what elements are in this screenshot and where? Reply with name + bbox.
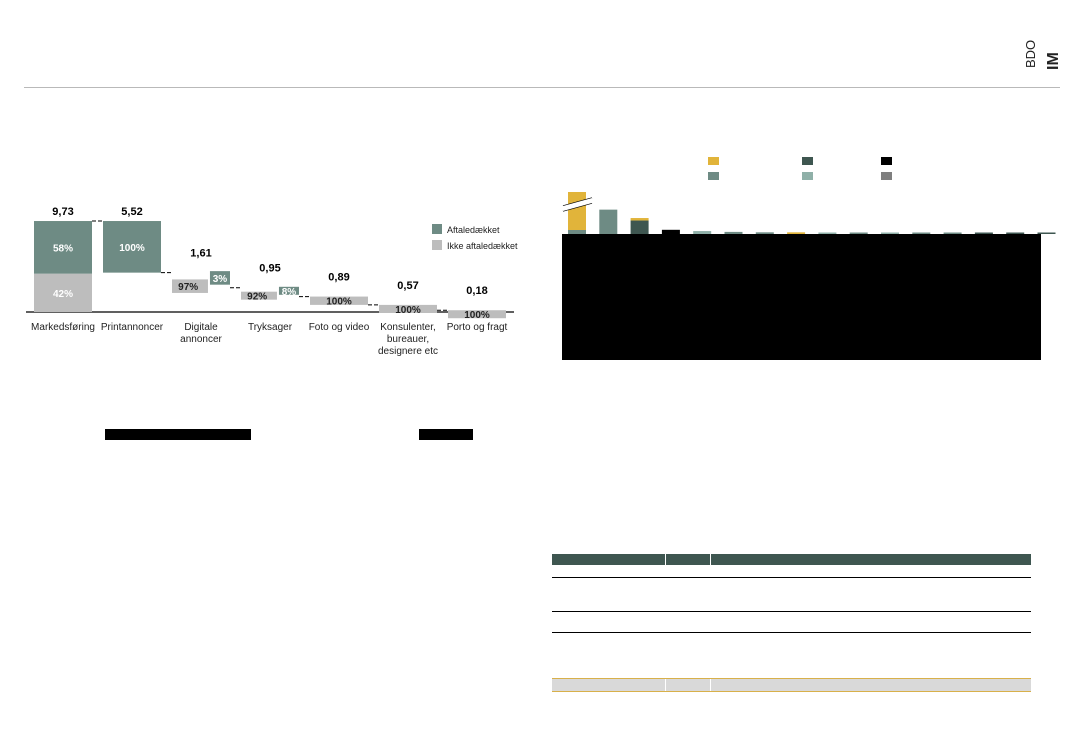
logo-bdo: BDO (1023, 40, 1038, 68)
legend-swatch (881, 172, 892, 180)
bar-value-label: 5,52 (121, 206, 142, 218)
bar-covered-pct-label: 3% (213, 274, 228, 285)
plot-area-redacted (562, 234, 1041, 360)
bar-segment (568, 230, 586, 234)
table-total-cell (552, 679, 666, 691)
legend-label-not-covered: Ikke aftaledækket (447, 241, 518, 251)
bar-value-label: 1,61 (190, 248, 211, 260)
bar-value-label: 0,89 (328, 272, 349, 284)
table-header-cell (666, 554, 711, 565)
bar-not-covered (34, 273, 92, 312)
bar-value-label: 9,73 (52, 206, 73, 218)
table-header-cell (552, 554, 666, 565)
legend-swatch (708, 172, 719, 180)
category-label: Markedsføring (31, 322, 95, 333)
legend-swatch (802, 172, 813, 180)
bar (630, 220, 649, 234)
bar-segment (630, 218, 649, 221)
bar (1006, 232, 1025, 234)
category-label: Porto og fragt (447, 322, 508, 333)
summary-table (552, 554, 1031, 692)
bar (755, 232, 774, 234)
bar-not-covered-pct-label: 100% (395, 305, 421, 316)
category-label: Konsulenter, bureauer, designere etc (378, 322, 438, 357)
bar-covered (34, 221, 92, 274)
redacted-block-right (419, 429, 473, 440)
bar-not-covered (310, 296, 368, 305)
table-total-cell (666, 679, 711, 691)
legend-swatch (802, 157, 813, 165)
bar-not-covered-pct-label: 100% (326, 297, 352, 308)
bar-not-covered (241, 291, 277, 300)
legend-swatch (881, 157, 892, 165)
im-bdo-logo: IM BDO (1023, 40, 1062, 70)
bar (943, 232, 962, 234)
bar-covered (209, 271, 230, 285)
bar (974, 232, 993, 234)
category-label: Tryksager (248, 322, 293, 333)
bar-not-covered-pct-label: 92% (247, 292, 267, 303)
table-row-divider (552, 632, 1031, 633)
bar (912, 232, 931, 234)
legend-label-covered: Aftaledækket (447, 225, 500, 235)
axis-break-gap (563, 198, 592, 211)
bar-not-covered (172, 279, 208, 293)
bar (693, 231, 712, 234)
bar-covered (103, 221, 161, 273)
bar-covered-pct-label: 100% (119, 243, 145, 254)
table-row-divider (552, 577, 1031, 578)
table-header-cell (711, 554, 1031, 565)
table-total-row (552, 678, 1031, 692)
bar-covered-pct-label: 58% (53, 243, 73, 254)
legend-swatch-covered (432, 224, 442, 234)
header-divider (24, 87, 1060, 88)
bar (818, 232, 837, 234)
bar (787, 232, 806, 234)
category-label: Printannoncer (101, 322, 164, 333)
category-label: Digitale annoncer (180, 322, 222, 345)
table-row-divider (552, 611, 1031, 612)
bar-not-covered (448, 310, 506, 319)
bar-value-label: 0,95 (259, 263, 280, 275)
bar (881, 232, 899, 234)
bar (568, 192, 586, 230)
logo-im: IM (1045, 52, 1062, 70)
bar (661, 229, 680, 234)
bar (849, 232, 868, 234)
bar (599, 209, 618, 234)
supplier-bar-chart (562, 157, 1056, 360)
bar-not-covered-pct-label: 42% (53, 289, 73, 300)
legend-swatch (708, 157, 719, 165)
bar-not-covered (379, 304, 437, 313)
bar (1037, 232, 1056, 234)
bar-covered (278, 286, 299, 295)
bar-value-label: 0,18 (466, 285, 487, 297)
bar-not-covered-pct-label: 100% (464, 310, 490, 321)
redacted-block-left (105, 429, 251, 440)
table-header (552, 554, 1031, 565)
table-total-cell (711, 679, 1031, 691)
category-label: Foto og video (309, 322, 370, 333)
bar-not-covered-pct-label: 97% (178, 282, 198, 293)
bar-covered-pct-label: 8% (282, 287, 297, 298)
legend-swatch-not-covered (432, 240, 442, 250)
bar-value-label: 0,57 (397, 280, 418, 292)
bar (724, 231, 743, 234)
waterfall-chart: 58% 42% 9,73 100% 5,52 97% 3% 1,61 92% 8% 0,95 100%… (26, 206, 518, 357)
